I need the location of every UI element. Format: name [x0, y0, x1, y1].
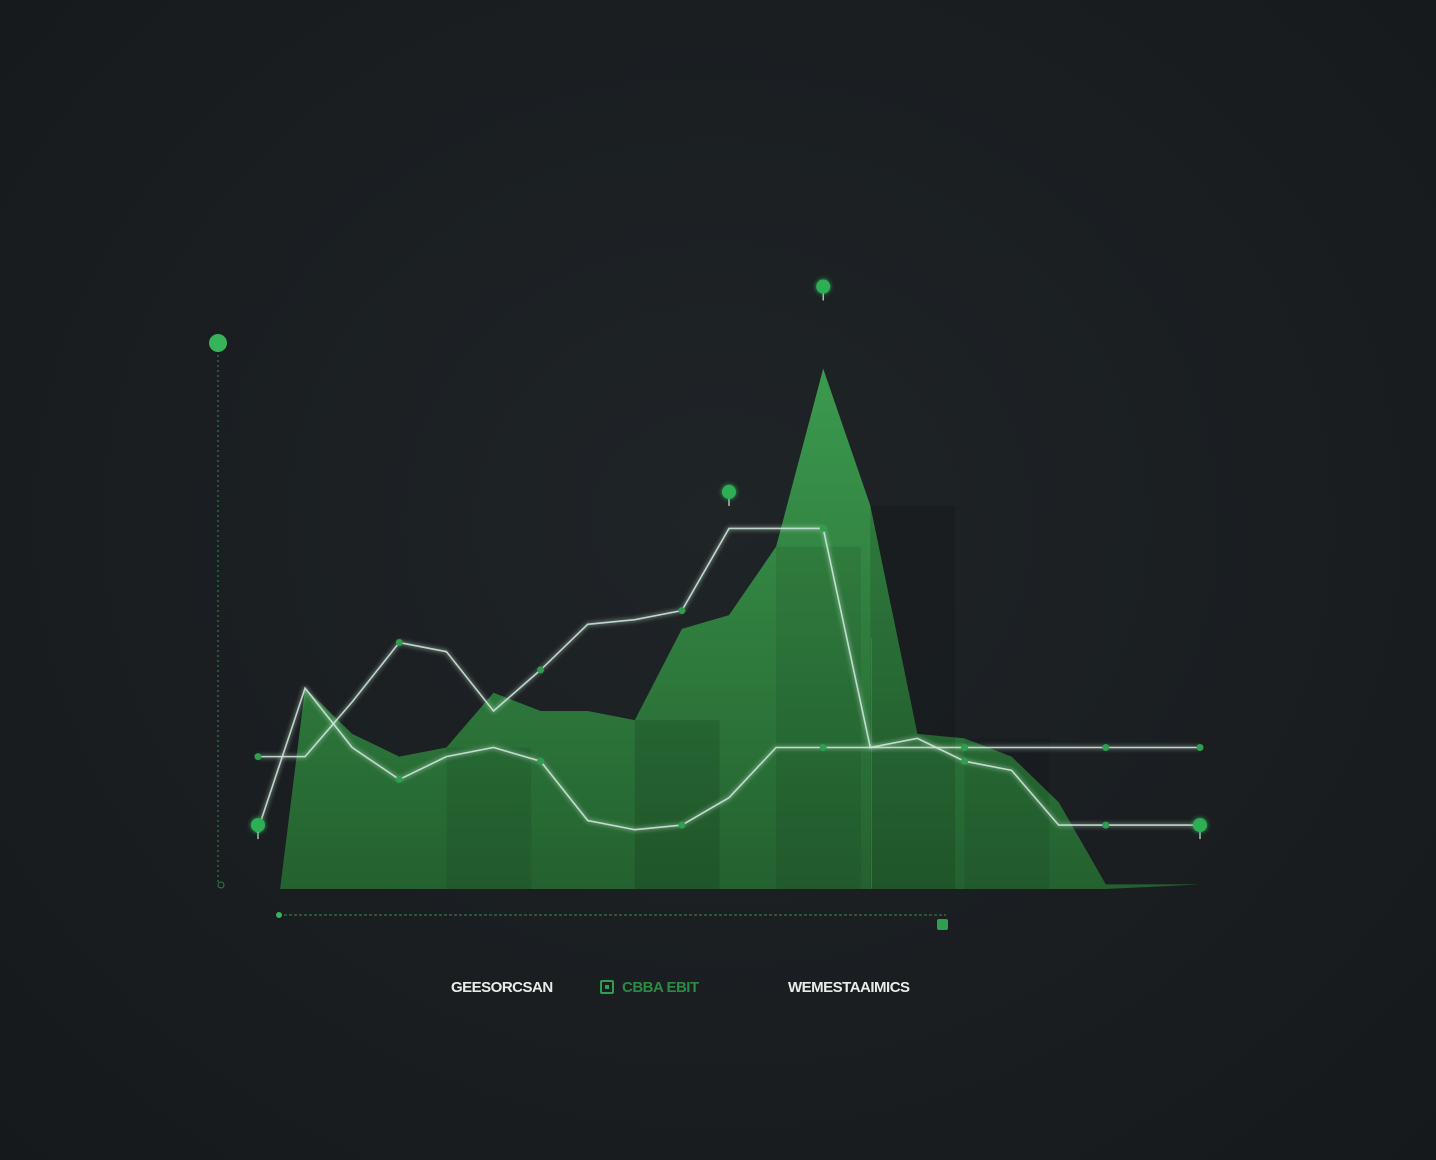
x-axis-start-dot: [276, 912, 282, 918]
legend-item[interactable]: CBBA EBIT: [600, 972, 699, 1002]
line-point: [537, 757, 545, 765]
line-point: [395, 775, 403, 783]
area-facet: [634, 720, 720, 889]
area-facet: [870, 505, 956, 889]
line-point: [1102, 744, 1110, 752]
marker-layer: [251, 279, 1207, 840]
legend-swatch-icon: [600, 980, 614, 994]
line-point: [395, 639, 403, 647]
line-point: [1102, 821, 1110, 829]
legend-item[interactable]: GEESORCSAN: [451, 972, 553, 1002]
legend-item[interactable]: WEMESTAAIMICS: [788, 972, 910, 1002]
legend-label: WEMESTAAIMICS: [788, 978, 910, 996]
line-point: [961, 744, 968, 752]
area-facet: [446, 747, 532, 889]
line-point: [961, 757, 968, 765]
marker-dot: [722, 484, 736, 499]
area-facet: [964, 738, 1050, 889]
axes: [209, 334, 948, 930]
x-axis-end-marker: [937, 919, 948, 930]
line-series: [258, 527, 1200, 826]
y-axis-origin-dot: [217, 881, 225, 889]
marker-dot: [816, 279, 831, 294]
line-point: [819, 524, 827, 532]
marker-dot: [251, 818, 265, 833]
line-point: [819, 744, 827, 752]
legend-label: GEESORCSAN: [451, 978, 553, 996]
marker-dot: [1193, 818, 1207, 833]
chart-legend: GEESORCSAN CBBA EBIT WEMESTAAIMICS: [0, 972, 1436, 1002]
area-series-layer: [280, 368, 1201, 890]
line-point: [254, 753, 262, 761]
line-point: [1196, 744, 1204, 752]
area-series: [280, 368, 1201, 890]
line-series: [257, 686, 1200, 831]
line-point: [678, 607, 686, 615]
line-point: [537, 666, 545, 674]
y-axis-end-dot: [209, 334, 227, 352]
legend-label: CBBA EBIT: [622, 978, 699, 996]
line-point: [678, 821, 686, 829]
line-series-layer: [254, 524, 1204, 834]
area-facet: [776, 546, 861, 889]
